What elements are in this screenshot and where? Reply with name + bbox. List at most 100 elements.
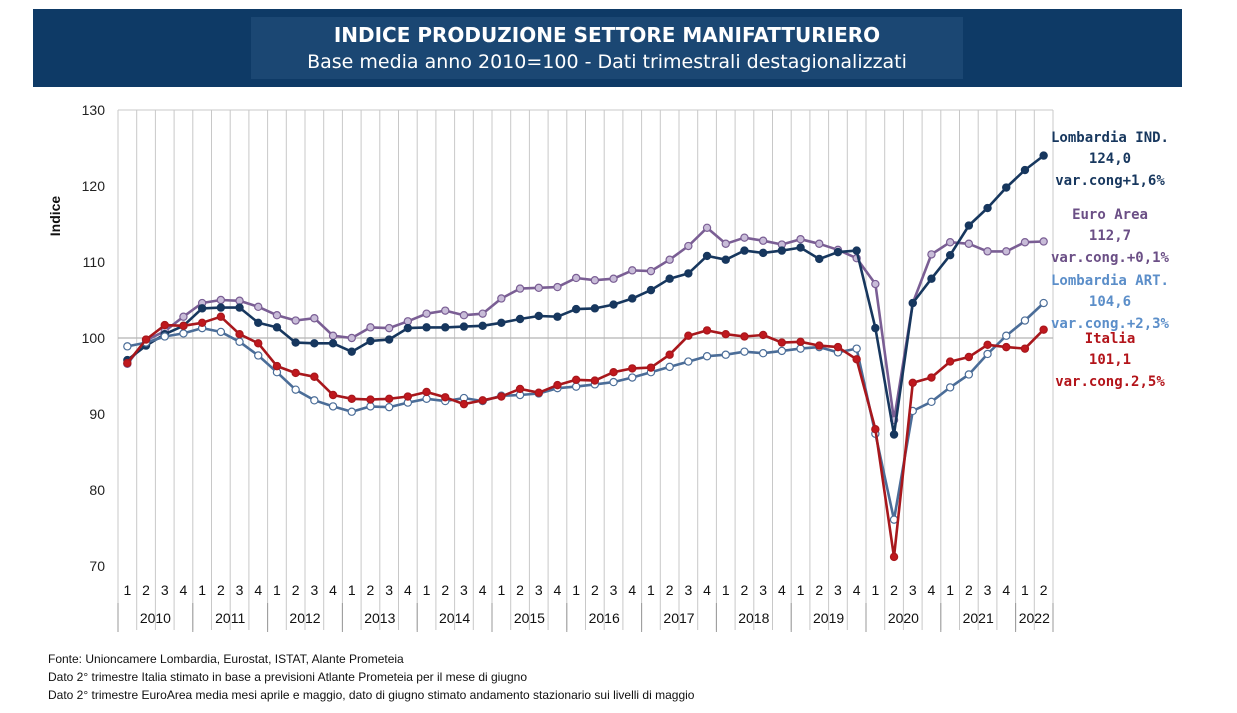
data-point-euro (497, 294, 506, 303)
data-point-italia (646, 363, 656, 372)
data-point-lomb_ind (1039, 151, 1048, 160)
data-point-euro (590, 276, 600, 285)
series-label-lomb_ind: var.cong+1,6% (1055, 173, 1165, 189)
data-point-italia (291, 368, 300, 378)
data-point-lomb_ind (964, 221, 974, 230)
data-point-italia (1002, 342, 1011, 352)
x-tick-year: 2016 (589, 610, 620, 626)
data-point-italia (609, 368, 618, 377)
x-tick-quarter: 1 (722, 582, 730, 598)
data-point-lomb_ind (478, 321, 487, 331)
data-point-euro (1002, 247, 1011, 256)
data-point-lomb_ind (796, 243, 805, 252)
y-tick-label: 120 (82, 178, 106, 194)
x-tick-quarter: 4 (404, 582, 412, 598)
x-tick-quarter: 1 (797, 582, 805, 598)
x-tick-quarter: 1 (198, 582, 206, 598)
x-tick-quarter: 1 (647, 582, 655, 598)
data-point-lomb_ind (1020, 165, 1030, 175)
data-point-lomb_art (366, 402, 375, 411)
data-point-italia (908, 378, 917, 388)
data-point-lomb_art (384, 402, 394, 412)
y-tick-label: 90 (89, 406, 105, 422)
data-point-lomb_ind (534, 311, 543, 321)
data-point-euro (515, 284, 525, 293)
data-point-lomb_ind (721, 255, 730, 264)
data-point-italia (272, 361, 282, 371)
data-point-italia (403, 392, 413, 401)
data-point-lomb_art (852, 344, 861, 353)
data-point-euro (609, 274, 618, 283)
series-label-italia: var.cong.2,5% (1055, 374, 1165, 390)
data-point-lomb_ind (310, 339, 319, 348)
data-point-euro (815, 239, 824, 248)
data-point-lomb_ind (646, 285, 656, 295)
data-point-lomb_art (609, 377, 618, 387)
series-label-euro: Euro Area (1072, 207, 1148, 223)
data-point-lomb_ind (403, 323, 413, 333)
x-tick-quarter: 3 (834, 582, 842, 598)
x-tick-quarter: 4 (778, 582, 786, 598)
data-point-italia (740, 332, 749, 341)
data-point-lomb_ind (908, 298, 917, 308)
data-point-euro (422, 309, 431, 318)
data-point-lomb_ind (366, 336, 375, 346)
data-point-italia (777, 338, 787, 347)
data-point-italia (702, 326, 712, 335)
series-label-lomb_art: var.cong.+2,3% (1051, 316, 1170, 332)
x-tick-year: 2015 (514, 610, 545, 626)
x-tick-quarter: 3 (610, 582, 618, 598)
data-point-italia (927, 373, 936, 382)
data-point-italia (758, 330, 768, 340)
data-point-euro (328, 331, 338, 340)
data-point-euro (179, 312, 188, 321)
data-point-lomb_ind (328, 339, 338, 348)
data-point-lomb_ind (422, 323, 431, 332)
x-tick-quarter: 4 (703, 582, 711, 598)
data-point-lomb_art (758, 349, 768, 358)
data-point-italia (384, 394, 394, 403)
data-point-italia (871, 425, 880, 434)
data-point-euro (235, 296, 244, 305)
data-point-euro (684, 241, 693, 251)
data-point-lomb_art (702, 352, 712, 361)
data-point-lomb_ind (983, 203, 992, 213)
x-tick-quarter: 3 (909, 582, 917, 598)
data-point-lomb_ind (740, 246, 749, 255)
data-point-lomb_art (1020, 316, 1030, 325)
data-point-euro (254, 302, 263, 312)
x-tick-year: 2013 (364, 610, 395, 626)
x-tick-year: 2017 (663, 610, 694, 626)
data-point-italia (422, 387, 431, 397)
x-tick-year: 2012 (289, 610, 320, 626)
data-point-italia (497, 392, 506, 401)
data-point-lomb_ind (628, 294, 637, 303)
data-point-lomb_ind (871, 323, 880, 333)
data-point-euro (927, 250, 936, 259)
series-label-lomb_ind: Lombardia IND. (1051, 130, 1169, 146)
x-tick-year: 2020 (888, 610, 919, 626)
data-point-lomb_art (328, 402, 338, 411)
data-point-lomb_ind (889, 430, 899, 439)
x-tick-year: 2014 (439, 610, 470, 626)
x-tick-year: 2022 (1019, 610, 1050, 626)
data-point-lomb_art (422, 394, 431, 403)
data-point-euro (441, 306, 450, 315)
data-point-lomb_art (740, 347, 749, 356)
data-point-italia (141, 335, 151, 344)
data-point-italia (515, 384, 525, 394)
x-tick-quarter: 1 (1021, 582, 1029, 598)
x-tick-quarter: 2 (890, 582, 898, 598)
data-point-lomb_ind (459, 322, 469, 331)
data-point-lomb_ind (684, 269, 693, 278)
x-tick-quarter: 3 (161, 582, 169, 598)
data-point-lomb_ind (777, 246, 787, 255)
data-point-lomb_art (964, 370, 974, 379)
data-point-euro (310, 314, 319, 323)
x-tick-quarter: 4 (254, 582, 262, 598)
data-point-lomb_art (179, 329, 188, 338)
data-point-italia (459, 399, 469, 409)
data-point-euro (983, 247, 992, 256)
x-tick-quarter: 4 (928, 582, 936, 598)
